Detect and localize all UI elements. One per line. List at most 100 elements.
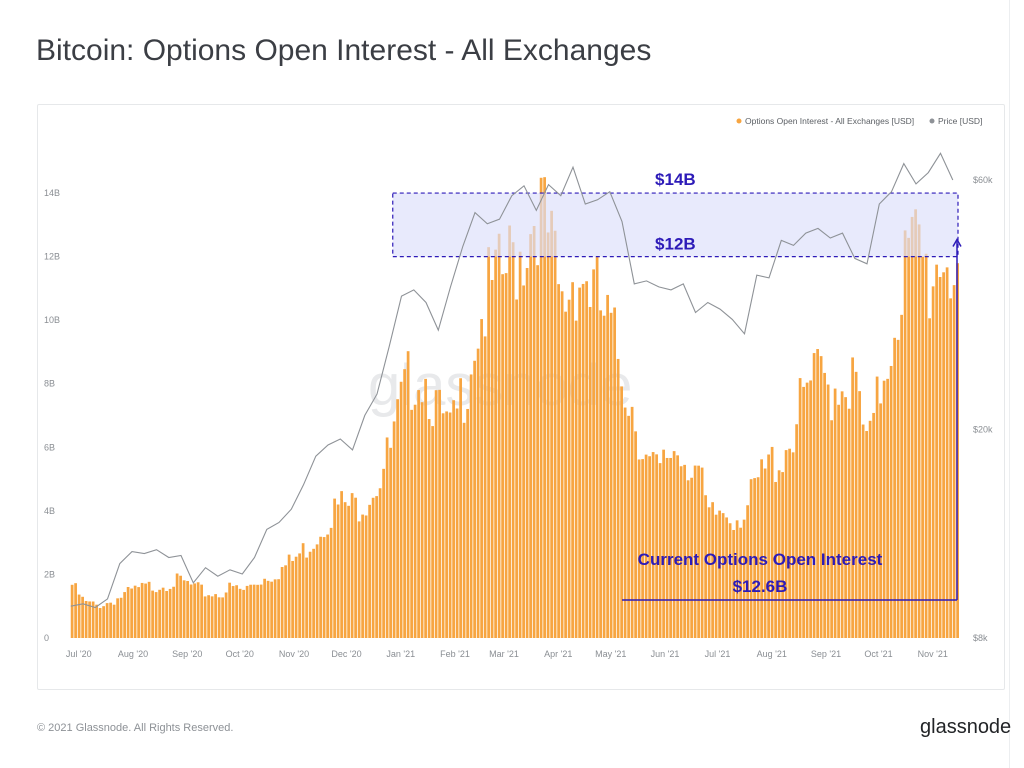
y-left-tick-label: 12B <box>44 252 60 262</box>
oi-bar <box>620 386 623 638</box>
oi-bar <box>294 556 298 638</box>
oi-bar <box>511 242 515 639</box>
oi-bar <box>277 579 280 638</box>
oi-bar <box>882 380 886 638</box>
oi-bar <box>879 403 882 638</box>
x-tick-label: Jan '21 <box>386 649 415 659</box>
y-left-tick-label: 10B <box>44 315 60 325</box>
oi-bar <box>767 454 770 638</box>
oi-bar <box>756 477 760 638</box>
oi-bar <box>546 232 550 638</box>
oi-bar <box>949 298 952 638</box>
oi-bar <box>497 233 501 639</box>
oi-bar <box>413 404 417 638</box>
oi-bar <box>914 209 917 638</box>
oi-bar <box>774 481 777 638</box>
oi-bar <box>224 592 228 638</box>
oi-bar <box>249 584 252 638</box>
oi-bar <box>553 230 557 638</box>
oi-bar <box>630 406 634 638</box>
oi-bar <box>161 587 165 638</box>
oi-bar <box>697 465 700 638</box>
oi-bar <box>627 415 630 638</box>
oi-bar <box>298 553 301 638</box>
oi-bar <box>819 356 823 638</box>
oi-bar <box>399 381 403 638</box>
highlight-band-12b-14b <box>392 192 959 258</box>
oi-bar <box>445 411 448 638</box>
oi-bar <box>711 502 714 638</box>
oi-bar <box>704 495 707 638</box>
oi-bar <box>784 450 788 638</box>
oi-bar <box>263 578 266 638</box>
oi-bar <box>641 459 644 638</box>
oi-bar <box>329 527 333 638</box>
oi-bar <box>375 496 378 638</box>
oi-bar <box>739 527 742 638</box>
oi-bar <box>921 256 924 638</box>
oi-bar <box>347 505 350 638</box>
oi-bar <box>259 584 263 638</box>
oi-bar <box>81 596 84 638</box>
oi-bar <box>550 210 553 638</box>
x-tick-label: Aug '21 <box>757 649 787 659</box>
oi-bar <box>186 581 189 638</box>
oi-bar <box>137 587 140 638</box>
x-tick-label: Aug '20 <box>118 649 148 659</box>
oi-bar <box>683 464 686 638</box>
oi-bar <box>340 491 343 638</box>
y-left-tick-label: 4B <box>44 506 55 516</box>
oi-bar <box>676 455 679 638</box>
oi-bar <box>207 595 210 638</box>
oi-bar <box>837 404 840 638</box>
x-tick-label: Jul '21 <box>705 649 731 659</box>
current-oi-value-label: $12.6B <box>733 577 788 596</box>
oi-bar <box>385 437 389 638</box>
oi-bar <box>193 583 196 638</box>
oi-bar <box>343 502 347 638</box>
oi-bar <box>907 237 910 639</box>
oi-bar <box>690 477 693 638</box>
oi-bar <box>403 369 406 638</box>
oi-bar <box>242 589 245 638</box>
oi-bar <box>875 376 879 638</box>
arrow-up-icon <box>952 238 962 247</box>
oi-bar <box>585 281 588 638</box>
oi-bar <box>70 584 74 638</box>
oi-bar <box>571 282 574 638</box>
y-left-tick-label: 2B <box>44 569 55 579</box>
oi-bar <box>200 584 203 638</box>
oi-bar <box>791 452 795 638</box>
oi-bar <box>833 388 837 638</box>
oi-bar <box>434 390 438 638</box>
y-right-tick-label: $60k <box>973 175 993 185</box>
oi-bar <box>487 247 490 639</box>
oi-bar <box>116 598 119 638</box>
oi-bar <box>686 480 690 638</box>
oi-bar <box>777 470 781 638</box>
y-left-tick-label: 6B <box>44 442 55 452</box>
oi-bar <box>98 608 102 638</box>
x-tick-label: Feb '21 <box>440 649 470 659</box>
oi-bar <box>266 580 270 638</box>
oi-bar <box>357 521 361 638</box>
glassnode-logo[interactable]: glassnode <box>920 716 1012 738</box>
oi-bar <box>788 448 791 638</box>
oi-bar <box>168 588 172 638</box>
oi-bar <box>606 294 609 638</box>
oi-bar <box>518 251 522 638</box>
oi-bar <box>942 272 945 638</box>
oi-bar <box>889 365 893 638</box>
oi-bar <box>438 389 441 638</box>
oi-bar <box>291 560 294 638</box>
oi-bar <box>315 544 319 638</box>
oi-bar <box>515 299 518 638</box>
band-bottom-label: $12B <box>655 235 696 254</box>
oi-bar <box>795 424 798 638</box>
oi-bar <box>217 597 221 638</box>
oi-bar <box>333 498 336 638</box>
oi-bar <box>560 291 564 638</box>
oi-bar <box>536 265 539 638</box>
oi-bar <box>917 224 921 638</box>
x-tick-label: Nov '20 <box>279 649 309 659</box>
